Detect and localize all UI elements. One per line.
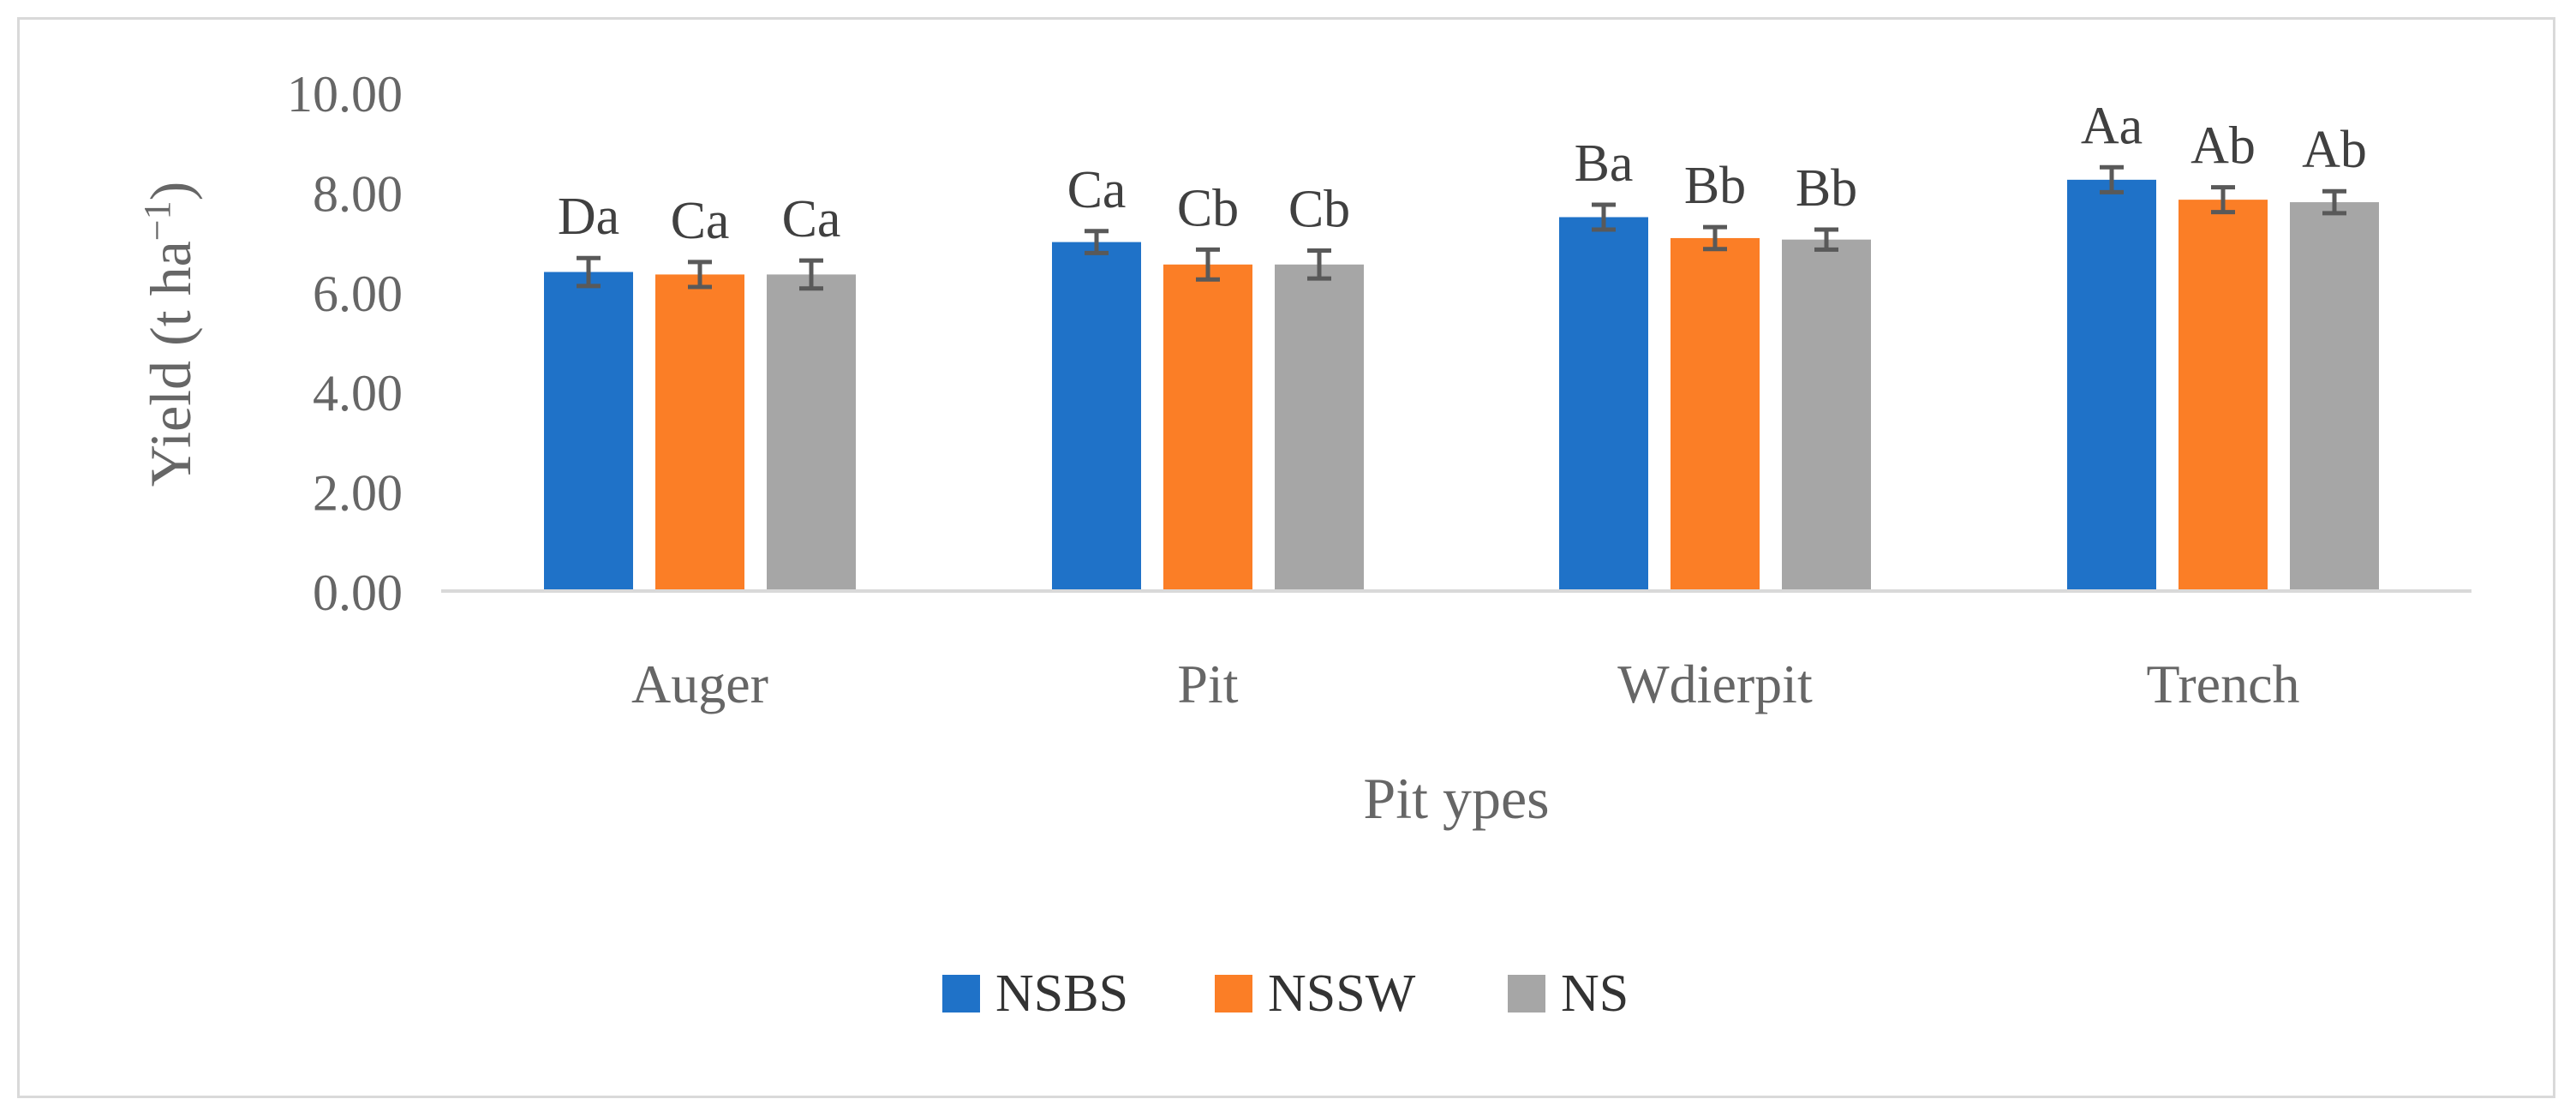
legend-label: NS	[1561, 965, 1629, 1023]
bar-data-label: Ba	[1575, 134, 1634, 193]
error-bar	[2100, 164, 2124, 194]
x-axis-categories: Auger Pit Wdierpit Trench	[631, 654, 2299, 714]
bar-data-label: Bb	[1684, 157, 1746, 215]
bar-nssw-pit	[1163, 264, 1252, 591]
bar-nsbs-trench	[2067, 179, 2156, 591]
bar-nsbs-pit	[1052, 242, 1141, 591]
bar-data-label: Aa	[2081, 97, 2143, 155]
bar-nssw-trench	[2179, 200, 2268, 591]
bar-nssw-auger	[655, 274, 744, 591]
error-bar	[2322, 188, 2346, 216]
x-category-label: Pit	[1177, 654, 1238, 714]
y-tick-label: 0.00	[313, 564, 403, 621]
legend: NSBS NSSW NS	[942, 965, 1629, 1023]
bar-labels: Da Ca Ba Aa Ca Cb Bb Ab Ca Cb Bb Ab	[558, 97, 2367, 250]
bar-data-label: Ab	[2302, 121, 2367, 179]
bar-data-label: Ca	[1067, 161, 1127, 219]
bars	[544, 179, 2379, 592]
y-axis-title-close: )	[138, 182, 203, 201]
y-axis-title: Yield (t ha−1)	[136, 182, 203, 487]
bar-ns-trench	[2290, 202, 2379, 592]
error-bar	[1814, 227, 1838, 252]
bar-nssw-wdierpit	[1671, 237, 1760, 591]
y-tick-label: 2.00	[313, 465, 403, 522]
bar-nsbs-auger	[544, 272, 633, 591]
bar-data-label: Da	[558, 188, 619, 246]
bar-nsbs-wdierpit	[1559, 217, 1648, 591]
x-category-label: Wdierpit	[1617, 654, 1813, 714]
y-tick-label: 6.00	[313, 266, 403, 322]
error-bar	[1703, 224, 1727, 252]
error-bar	[2211, 185, 2235, 215]
y-tick-label: 4.00	[313, 365, 403, 421]
error-bar	[1592, 202, 1616, 232]
bar-data-label: Bb	[1796, 159, 1857, 218]
legend-item-nssw: NSSW	[1215, 965, 1416, 1023]
bar-data-label: Cb	[1177, 179, 1239, 237]
y-tick-label: 10.00	[287, 66, 403, 122]
bar-ns-pit	[1275, 264, 1364, 591]
y-tick-label: 8.00	[313, 165, 403, 222]
x-axis-title: Pit ypes	[1363, 766, 1549, 831]
x-category-label: Trench	[2147, 654, 2300, 714]
bar-data-label: Ca	[782, 190, 841, 248]
error-bar	[799, 258, 823, 291]
bar-data-label: Ab	[2190, 117, 2256, 176]
error-bar	[1085, 229, 1109, 255]
y-axis-title-text: Yield (t ha	[138, 241, 203, 487]
error-bar	[577, 255, 601, 289]
error-bar	[688, 260, 712, 290]
legend-swatch	[1508, 975, 1545, 1012]
bar-data-label: Cb	[1288, 180, 1350, 238]
x-category-label: Auger	[631, 654, 768, 714]
y-axis: 0.00 2.00 4.00 6.00 8.00 10.00	[287, 66, 403, 621]
legend-label: NSSW	[1268, 965, 1416, 1023]
legend-swatch	[1215, 975, 1252, 1012]
error-bars	[577, 164, 2346, 291]
legend-item-ns: NS	[1508, 965, 1629, 1023]
legend-item-nsbs: NSBS	[942, 965, 1128, 1023]
bar-data-label: Ca	[671, 192, 730, 250]
bar-ns-wdierpit	[1782, 239, 1871, 591]
y-axis-title-superscript: −1	[136, 200, 178, 241]
legend-swatch	[942, 975, 980, 1012]
legend-label: NSBS	[995, 965, 1128, 1023]
error-bar	[1307, 248, 1331, 281]
bar-ns-auger	[767, 274, 856, 591]
error-bar	[1196, 247, 1220, 282]
